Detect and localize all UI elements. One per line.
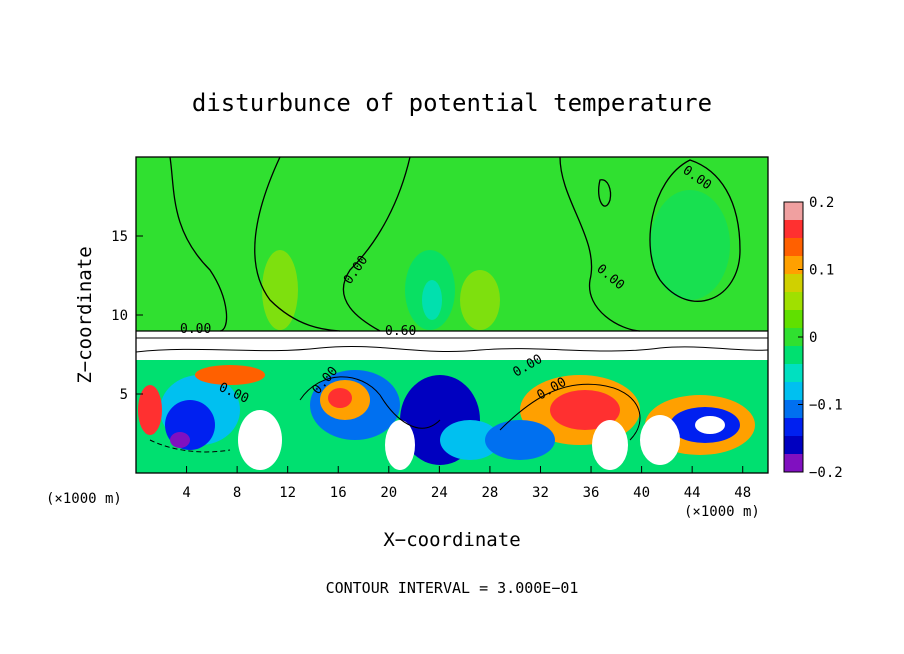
colorbar-swatch [784, 400, 803, 419]
y-axis: 5 10 15 [111, 229, 143, 403]
x-tick-label: 8 [233, 485, 241, 501]
contour-interval-note: CONTOUR INTERVAL = 3.000E−01 [326, 579, 579, 597]
colorbar-swatch [784, 454, 803, 473]
x-tick-label: 4 [182, 485, 190, 501]
x-tick-label: 32 [532, 485, 549, 501]
x-tick-label: 20 [380, 485, 397, 501]
colorbar-swatch [784, 436, 803, 455]
colorbar-tick-label: 0 [809, 330, 817, 346]
colorbar-swatch [784, 292, 803, 311]
colorbar-tick-label: −0.1 [809, 398, 843, 414]
colorbar-swatch [784, 238, 803, 257]
x-axis: 4 8 12 16 20 24 28 32 36 40 44 48 [182, 466, 751, 501]
colorbar-swatch [784, 256, 803, 275]
y-unit-label: (×1000 m) [46, 491, 122, 507]
colorbar-swatch [784, 328, 803, 347]
x-tick-label: 36 [583, 485, 600, 501]
y-axis-title: Z−coordinate [74, 246, 96, 383]
y-tick-label: 15 [111, 229, 128, 245]
colorbar-swatch [784, 382, 803, 401]
x-tick-label: 44 [684, 485, 701, 501]
colorbar-swatch [784, 346, 803, 365]
colorbar-swatch [784, 310, 803, 329]
y-tick-label: 10 [111, 308, 128, 324]
x-tick-label: 12 [279, 485, 296, 501]
x-unit-label: (×1000 m) [684, 504, 760, 520]
contour-label: 0.00 [180, 322, 211, 337]
plot-field: 0.00 0.00 0.00 0.00 0.00 0.00 0.00 0.60 … [136, 157, 768, 473]
x-tick-label: 40 [633, 485, 650, 501]
colorbar-swatch [784, 364, 803, 383]
chart-title: disturbunce of potential temperature [192, 89, 712, 117]
colorbar-tick-label: −0.2 [809, 465, 843, 481]
colorbar-swatch [784, 274, 803, 293]
colorbar-swatch [784, 202, 803, 221]
colorbar-swatch [784, 220, 803, 239]
x-tick-label: 28 [481, 485, 498, 501]
contour-label: 0.60 [385, 324, 416, 339]
colorbar-tick-label: 0.2 [809, 195, 834, 211]
x-tick-label: 16 [330, 485, 347, 501]
x-tick-label: 24 [431, 485, 448, 501]
x-axis-title: X−coordinate [383, 529, 520, 551]
colorbar-swatch [784, 418, 803, 437]
x-tick-label: 48 [734, 485, 751, 501]
colorbar: 0.2 0.1 0 −0.1 −0.2 [783, 195, 843, 481]
colorbar-tick-label: 0.1 [809, 263, 834, 279]
y-tick-label: 5 [120, 387, 128, 403]
